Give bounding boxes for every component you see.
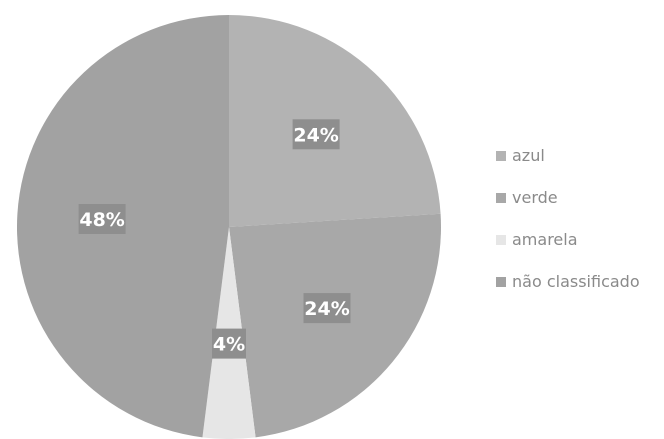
legend-item-verde: verde <box>496 188 558 207</box>
data-label-azul: 24% <box>292 119 340 150</box>
legend-swatch <box>496 277 506 287</box>
data-label-text: 24% <box>304 298 349 320</box>
data-label-box <box>78 204 126 234</box>
pie-slice-verde <box>229 213 441 438</box>
legend-label: amarela <box>512 230 578 249</box>
legend-swatch <box>496 235 506 245</box>
legend-label: não classificado <box>512 272 640 291</box>
data-label-amarela: 4% <box>212 328 246 359</box>
legend-item-não-classificado: não classificado <box>496 272 640 291</box>
data-label-box <box>292 119 340 150</box>
legend-label: azul <box>512 146 545 165</box>
data-label-verde: 24% <box>303 293 351 324</box>
chart-legend: azul verde amarela não classificado <box>496 146 640 291</box>
legend-swatch <box>496 151 506 161</box>
data-label-box <box>212 328 246 359</box>
legend-label: verde <box>512 188 558 207</box>
data-label-text: 4% <box>213 334 245 356</box>
data-label-não-classificado: 48% <box>78 204 126 234</box>
legend-swatch <box>496 193 506 203</box>
legend-item-amarela: amarela <box>496 230 578 249</box>
pie-data-labels: 24% 24% 4% 48% <box>78 119 351 359</box>
data-label-text: 24% <box>293 124 338 146</box>
data-label-box <box>303 293 351 324</box>
data-label-text: 48% <box>79 209 124 231</box>
legend-item-azul: azul <box>496 146 545 165</box>
